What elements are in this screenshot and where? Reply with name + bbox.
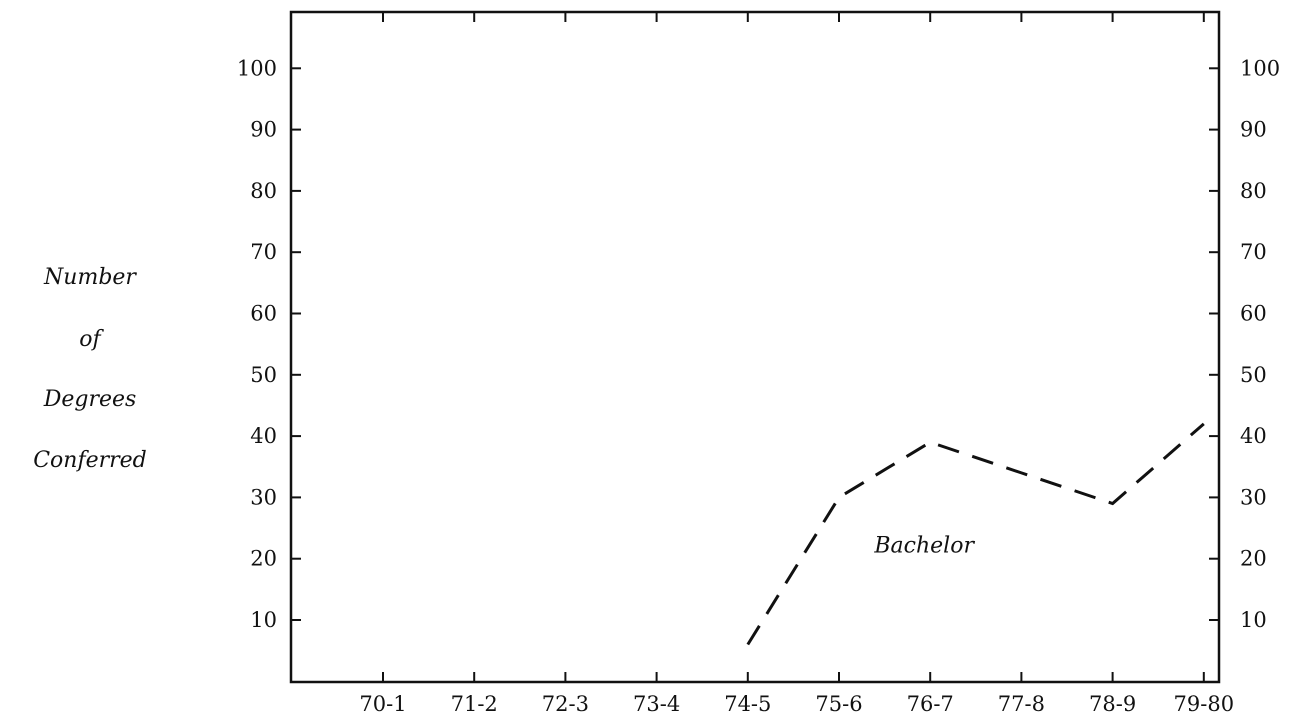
y-tick-label-left: 30 — [250, 485, 277, 509]
x-tick-label: 72-3 — [542, 692, 589, 716]
y-tick-label-left: 60 — [250, 302, 277, 326]
y-axis-label-line-1: Number — [43, 265, 137, 290]
y-tick-label-right: 70 — [1240, 240, 1267, 264]
y-tick-label-left: 40 — [250, 424, 277, 448]
y-tick-label-right: 30 — [1240, 485, 1267, 509]
bottom-ticks — [382, 672, 1205, 682]
y-tick-label-left: 10 — [250, 608, 277, 632]
left-ticks — [291, 67, 301, 621]
y-tick-label-right: 80 — [1240, 179, 1267, 203]
right-ticks — [1209, 67, 1219, 621]
x-tick-label: 78-9 — [1089, 692, 1136, 716]
y-tick-label-left: 90 — [250, 118, 277, 142]
series-label-bachelor: Bachelor — [873, 533, 975, 558]
x-tick-labels: 70-1 71-2 72-3 73-4 74-5 75-6 76-7 77-8 78-9 79-8… — [359, 692, 1234, 716]
y-axis-label-line-4: Conferred — [33, 448, 147, 473]
x-tick-label: 73-4 — [633, 692, 680, 716]
x-tick-label: 71-2 — [451, 692, 498, 716]
y-tick-label-right: 90 — [1240, 118, 1267, 142]
y-axis-label: Number of Degrees Conferred — [33, 265, 147, 473]
plot-frame — [289, 10, 1221, 684]
y-tick-label-right: 20 — [1240, 547, 1267, 571]
x-tick-label: 75-6 — [815, 692, 862, 716]
y-tick-label-right: 100 — [1240, 56, 1280, 80]
y-tick-label-left: 70 — [250, 240, 277, 264]
x-tick-label: 70-1 — [359, 692, 406, 716]
x-tick-label: 77-8 — [998, 692, 1045, 716]
y-axis-label-line-3: Degrees — [43, 387, 137, 412]
series-line-bachelor — [746, 422, 1205, 646]
series-layer — [746, 422, 1205, 646]
y-tick-label-right: 40 — [1240, 424, 1267, 448]
y-tick-label-left: 80 — [250, 179, 277, 203]
y-tick-label-left: 20 — [250, 547, 277, 571]
left-tick-labels: 10 20 30 40 50 60 70 80 90 100 — [237, 56, 277, 632]
y-tick-label-right: 50 — [1240, 363, 1267, 387]
y-axis-label-line-2: of — [79, 327, 104, 352]
top-ticks — [382, 12, 1205, 22]
x-tick-label: 76-7 — [907, 692, 954, 716]
y-tick-label-left: 100 — [237, 56, 277, 80]
right-tick-labels: 10 20 30 40 50 60 70 80 90 100 — [1240, 56, 1280, 632]
y-tick-label-right: 60 — [1240, 302, 1267, 326]
y-tick-label-left: 50 — [250, 363, 277, 387]
y-tick-label-right: 10 — [1240, 608, 1267, 632]
x-tick-label: 79-80 — [1174, 692, 1235, 716]
x-tick-label: 74-5 — [724, 692, 771, 716]
